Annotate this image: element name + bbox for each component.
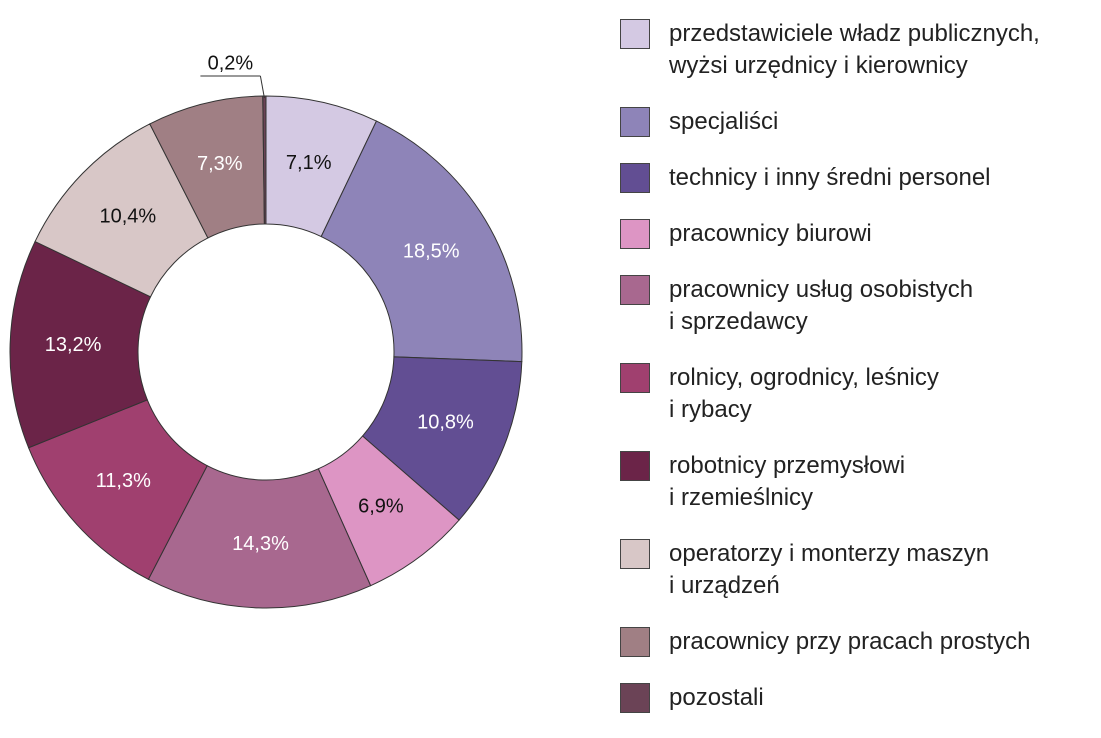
legend-label: pozostali <box>669 684 764 711</box>
legend-swatch <box>620 163 650 193</box>
legend-item: pozostali <box>620 682 1040 714</box>
legend-label: pracownicy przy pracach prostych <box>669 628 1031 655</box>
data-label: 7,3% <box>197 153 243 175</box>
legend-label: technicy i inny średni personel <box>669 164 991 191</box>
legend-label: rolnicy, ogrodnicy, leśnicy i rybacy <box>669 364 939 423</box>
legend-label: pracownicy biurowi <box>669 220 872 247</box>
data-label: 7,1% <box>286 152 332 174</box>
legend-item: pracownicy biurowi <box>620 218 1040 250</box>
leader-line <box>259 75 265 99</box>
legend-label: robotnicy przemysłowi i rzemieślnicy <box>669 452 906 511</box>
data-label: 18,5% <box>403 240 460 262</box>
legend-item: operatorzy i monterzy maszyn i urządzeń <box>620 538 1040 602</box>
legend-item: robotnicy przemysłowi i rzemieślnicy <box>620 450 1040 514</box>
data-label: 10,8% <box>417 411 474 433</box>
legend-item: pracownicy przy pracach prostych <box>620 626 1040 658</box>
data-label: 0,2% <box>208 52 254 74</box>
legend-swatch <box>620 107 650 137</box>
legend-swatch <box>620 363 650 393</box>
legend-item: przedstawiciele władz publicznych, wyżsi… <box>620 18 1040 82</box>
data-label: 11,3% <box>96 470 151 492</box>
legend-label: specjaliści <box>669 108 779 135</box>
legend-swatch <box>620 451 650 481</box>
legend-swatch <box>620 627 650 657</box>
legend-swatch <box>620 539 650 569</box>
legend-swatch <box>620 275 650 305</box>
donut-slice <box>147 465 372 609</box>
legend-item: technicy i inny średni personel <box>620 162 1040 194</box>
legend-label: operatorzy i monterzy maszyn i urządzeń <box>669 540 990 599</box>
legend-label: przedstawiciele władz publicznych, wyżsi… <box>669 20 1040 79</box>
data-label: 6,9% <box>358 495 404 517</box>
page: 7,1% 18,5% 10,8% 6,9% 14,3% 11,3% 13,2% 10,4% 7,… <box>9 19 1040 713</box>
legend: przedstawiciele władz publicznych, wyżsi… <box>620 18 1040 738</box>
chart: 7,1% 18,5% 10,8% 6,9% 14,3% 11,3% 13,2% 10,4% 7,… <box>9 52 523 609</box>
legend-swatch <box>620 683 650 713</box>
data-label: 13,2% <box>45 334 102 356</box>
legend-swatch <box>620 219 650 249</box>
data-label: 14,3% <box>232 533 289 555</box>
legend-label: pracownicy usług osobistych i sprzedawcy <box>669 276 974 335</box>
legend-item: specjaliści <box>620 106 1040 138</box>
donut-slice <box>320 120 523 363</box>
data-label: 10,4% <box>99 206 156 228</box>
legend-swatch <box>620 19 650 49</box>
legend-item: rolnicy, ogrodnicy, leśnicy i rybacy <box>620 362 1040 426</box>
legend-item: pracownicy usług osobistych i sprzedawcy <box>620 274 1040 338</box>
